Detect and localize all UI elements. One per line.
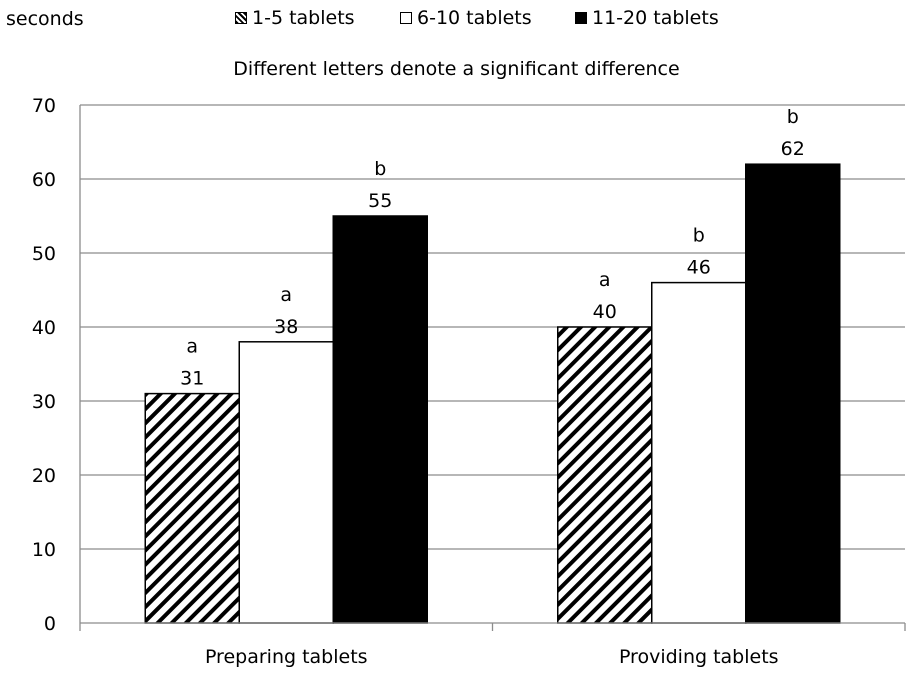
legend-item-6-10-tablets: 6-10 tablets [400,7,532,29]
legend: 1-5 tablets 6-10 tablets 11-20 tablets [0,7,913,35]
x-tick-label: Preparing tablets [205,646,368,668]
black-swatch-icon [575,12,587,24]
bar [332,215,428,624]
significance-letter: a [280,284,292,306]
bar [557,326,653,624]
y-tick-label: 10 [32,539,56,561]
significance-letter: a [186,336,198,358]
data-label: 62 [781,138,805,160]
legend-label: 11-20 tablets [592,7,719,29]
y-axis-label: seconds [6,8,84,30]
legend-item-1-5-tablets: 1-5 tablets [235,7,355,29]
data-label: 40 [593,301,617,323]
significance-letter: b [374,158,386,180]
y-tick-label: 70 [32,95,56,117]
significance-letter: a [599,269,611,291]
bar [745,163,841,624]
legend-item-11-20-tablets: 11-20 tablets [575,7,719,29]
y-tick-label: 50 [32,243,56,265]
bar [651,281,747,624]
bar [144,392,240,624]
data-label: 31 [180,368,204,390]
legend-label: 1-5 tablets [252,7,355,29]
data-label: 38 [274,316,298,338]
hatch-swatch-icon [235,12,247,24]
white-swatch-icon [400,12,412,24]
y-tick-label: 20 [32,465,56,487]
y-tick-label: 30 [32,391,56,413]
y-tick-label: 40 [32,317,56,339]
y-tick-label: 0 [44,613,56,635]
bar [238,341,334,624]
x-tick-label: Providing tablets [619,646,779,668]
data-label: 46 [687,257,711,279]
chart-title: Different letters denote a significant d… [233,58,680,80]
significance-letter: b [693,225,705,247]
y-tick-label: 60 [32,169,56,191]
significance-letter: b [787,106,799,128]
legend-label: 6-10 tablets [417,7,532,29]
data-label: 55 [368,190,392,212]
